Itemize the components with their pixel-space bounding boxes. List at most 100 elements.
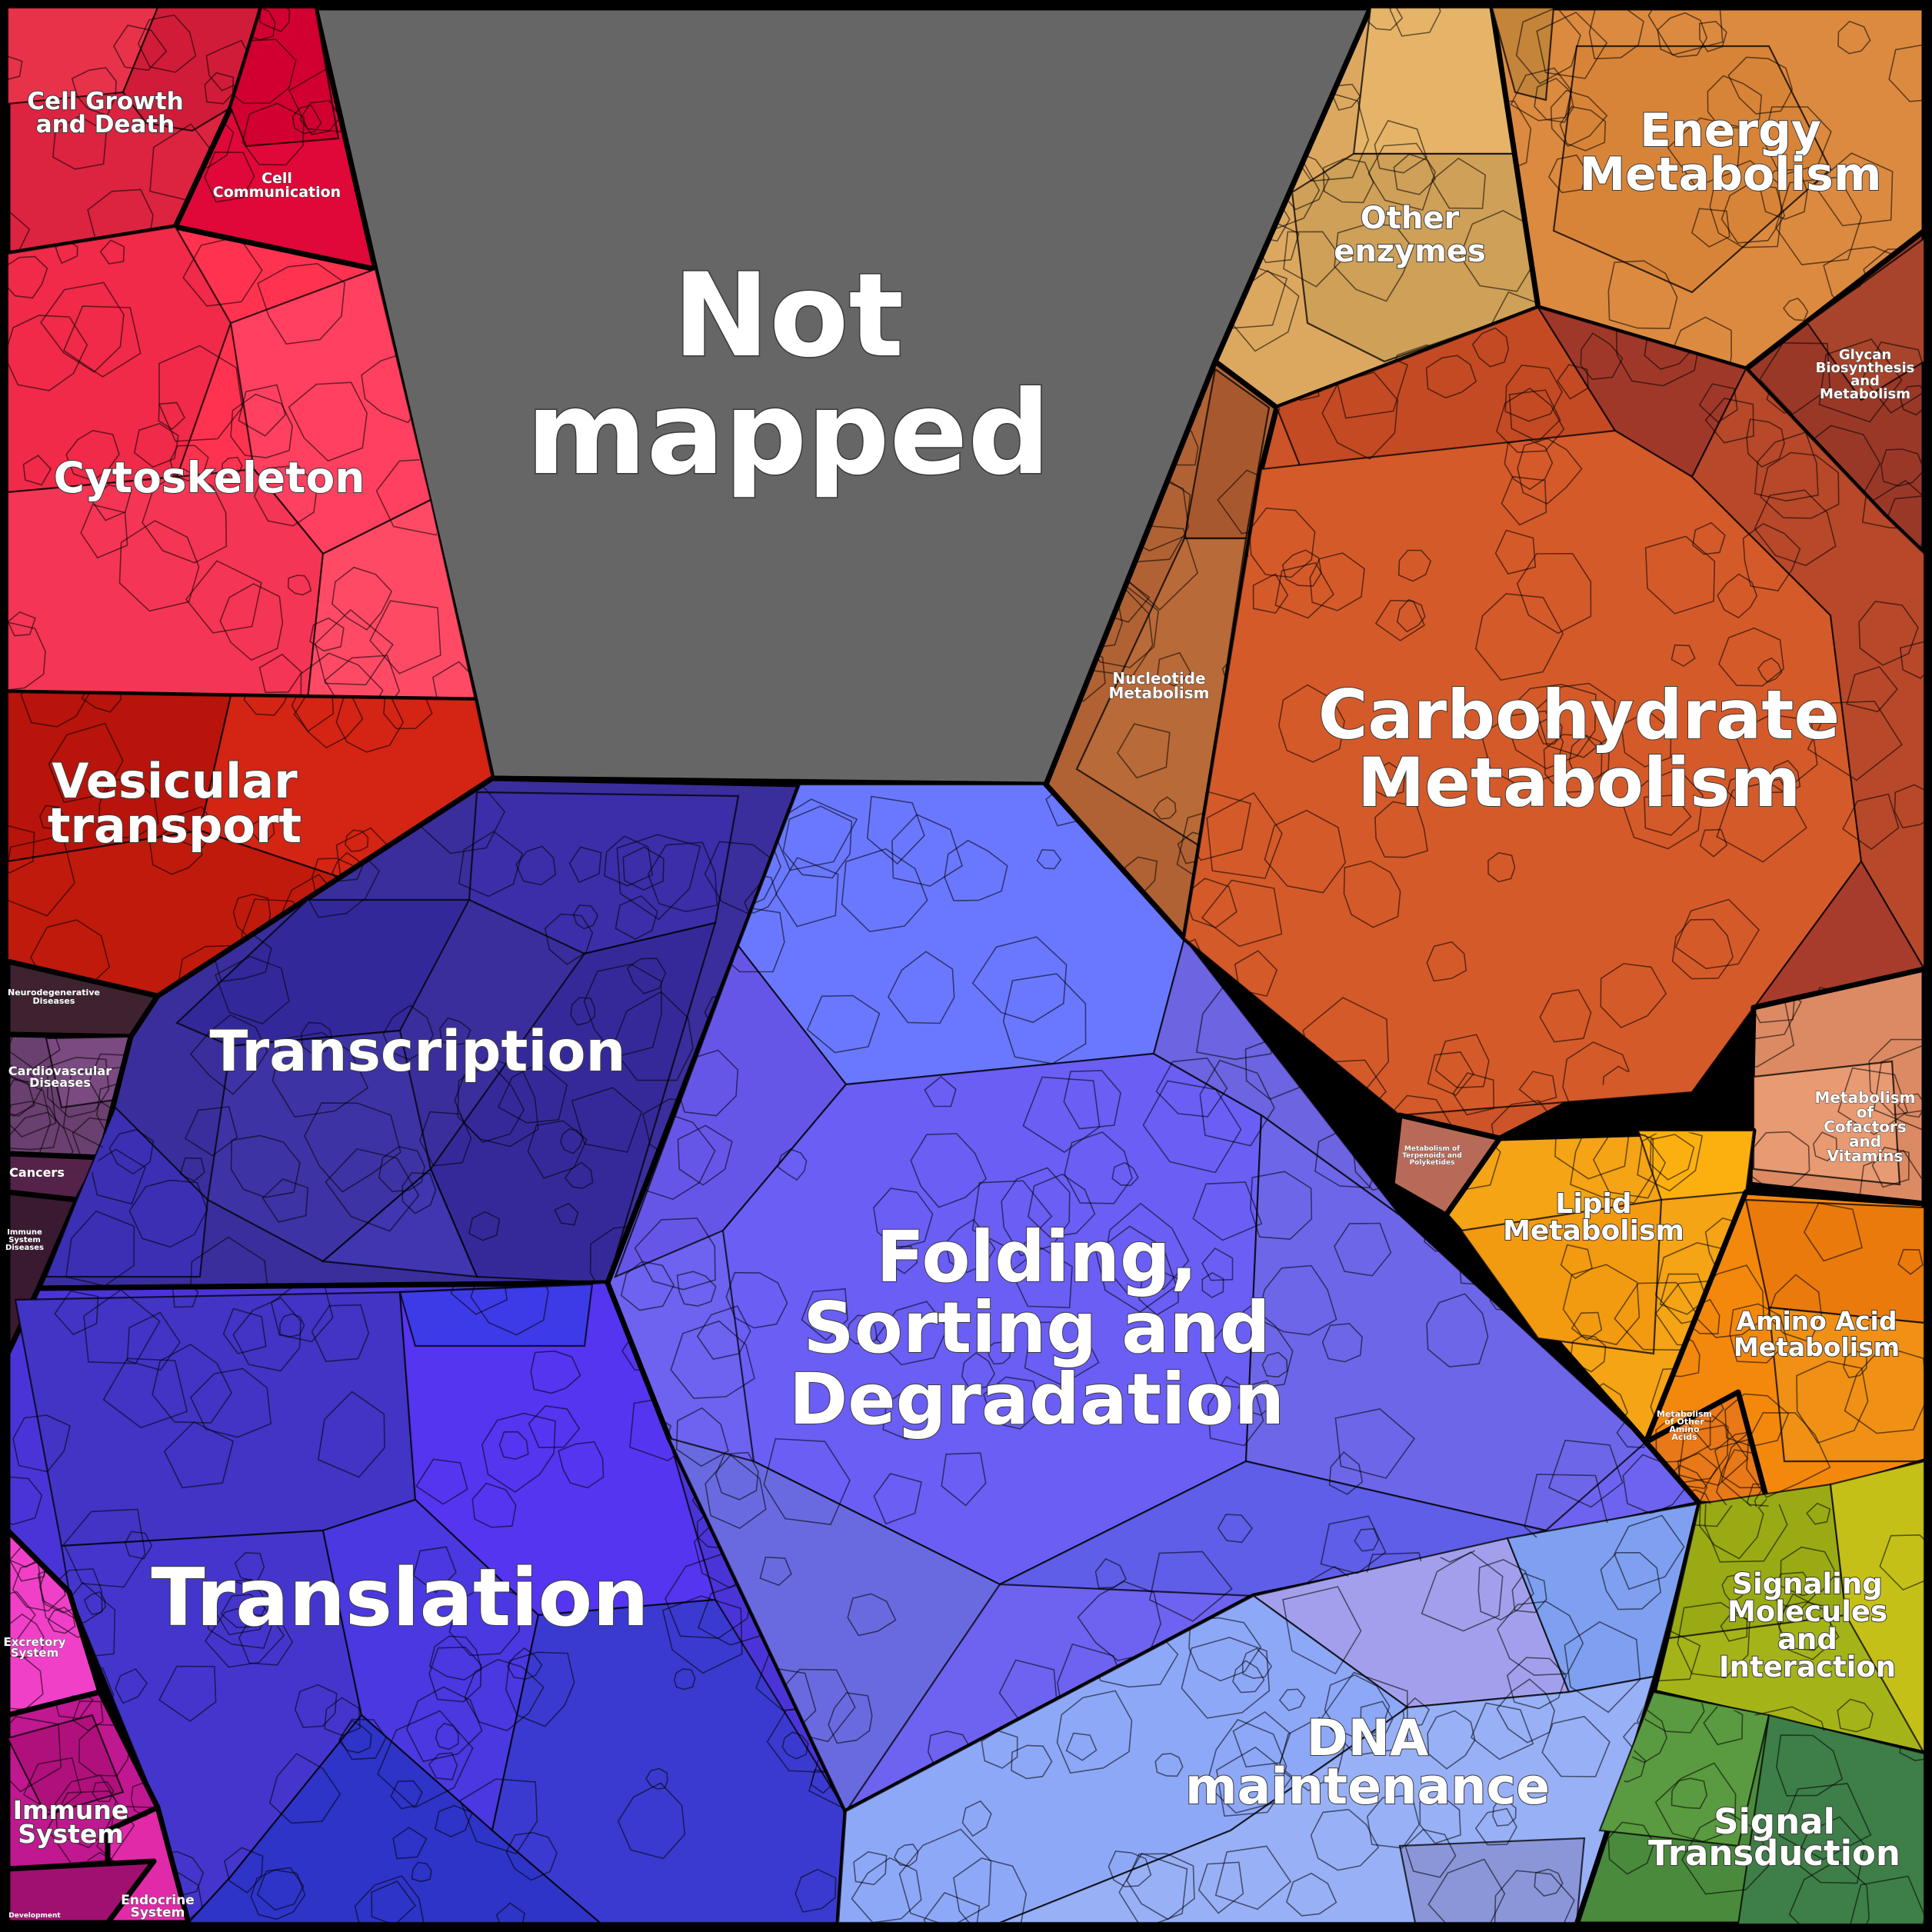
texture-cell bbox=[1894, 784, 1924, 829]
texture-cell bbox=[1873, 1043, 1924, 1131]
texture-cell bbox=[1704, 1217, 1754, 1274]
texture-cell bbox=[1277, 684, 1345, 763]
texture-cell bbox=[8, 1654, 44, 1710]
texture-cell bbox=[794, 1868, 837, 1913]
texture-cell bbox=[1517, 438, 1583, 505]
texture-cell bbox=[230, 393, 293, 458]
region-translation[interactable] bbox=[5, 1280, 849, 1926]
texture-cell bbox=[887, 951, 955, 1024]
texture-cell bbox=[257, 262, 346, 345]
texture-cell bbox=[1434, 1034, 1490, 1089]
texture-cell bbox=[204, 72, 235, 105]
texture-cell bbox=[583, 963, 662, 1058]
region-carbohydrate[interactable] bbox=[1181, 305, 1927, 1141]
texture-cell bbox=[1474, 1807, 1517, 1846]
texture-cell bbox=[777, 1148, 808, 1181]
texture-cell bbox=[851, 1857, 922, 1923]
texture-cell bbox=[450, 1283, 508, 1315]
texture-cell bbox=[1600, 963, 1667, 1029]
texture-cell bbox=[412, 1546, 457, 1594]
texture-cell bbox=[1111, 1161, 1139, 1187]
texture-cell bbox=[1600, 1552, 1662, 1611]
texture-cell bbox=[1487, 851, 1516, 883]
texture-cell bbox=[1506, 1657, 1567, 1710]
region-cytoskeleton[interactable] bbox=[5, 224, 478, 703]
texture-cell bbox=[8, 1101, 60, 1151]
texture-cell bbox=[1699, 828, 1728, 858]
texture-cell bbox=[1844, 1345, 1924, 1434]
texture-cell bbox=[527, 1120, 588, 1179]
texture-cell bbox=[1282, 1586, 1362, 1675]
texture-cell bbox=[176, 806, 218, 850]
region-nucleotide[interactable] bbox=[1043, 358, 1280, 941]
texture-cell bbox=[1757, 657, 1783, 684]
texture-cell bbox=[87, 1851, 115, 1869]
texture-cell bbox=[1899, 385, 1924, 416]
texture-cell bbox=[769, 798, 858, 871]
texture-cell bbox=[1321, 1323, 1363, 1363]
region-vesicular-transport[interactable] bbox=[5, 689, 495, 999]
texture-cell bbox=[1727, 775, 1750, 801]
texture-cell bbox=[325, 1148, 420, 1232]
texture-cell bbox=[1427, 1858, 1506, 1923]
texture-cell bbox=[1184, 878, 1237, 928]
texture-cell bbox=[1692, 521, 1726, 555]
texture-cell bbox=[238, 1613, 294, 1666]
label-lipid: Lipid Metabolism bbox=[1503, 1188, 1684, 1247]
texture-cell bbox=[1843, 1349, 1867, 1379]
texture-cell bbox=[324, 1697, 361, 1737]
texture-cell bbox=[464, 1658, 545, 1732]
texture-cell bbox=[112, 24, 168, 72]
texture-cell bbox=[1837, 20, 1871, 55]
texture-cell bbox=[1647, 8, 1724, 56]
texture-cell bbox=[924, 1075, 957, 1108]
texture-cell bbox=[1364, 8, 1404, 31]
texture-cell bbox=[1775, 176, 1863, 265]
texture-cell bbox=[1614, 1514, 1685, 1591]
texture-cell bbox=[568, 846, 602, 884]
texture-cell bbox=[1328, 1451, 1364, 1495]
texture-cell bbox=[1607, 260, 1678, 329]
texture-cell bbox=[470, 1283, 549, 1336]
texture-cell bbox=[158, 1665, 217, 1722]
texture-cell bbox=[1495, 387, 1565, 453]
texture-cell bbox=[1550, 89, 1608, 148]
texture-cell bbox=[48, 722, 124, 804]
texture-cell bbox=[253, 465, 318, 527]
texture-cell bbox=[615, 894, 658, 940]
texture-cell bbox=[205, 39, 255, 92]
texture-cell bbox=[1650, 1134, 1695, 1181]
texture-cell bbox=[961, 1800, 992, 1837]
texture-cell bbox=[390, 1780, 423, 1810]
texture-cell bbox=[251, 818, 275, 841]
texture-cell bbox=[1011, 1744, 1053, 1780]
texture-cell bbox=[828, 1692, 873, 1744]
region-signal-transduction[interactable] bbox=[1574, 1689, 1927, 1927]
label-folding: Folding, Sorting and Degradation bbox=[789, 1216, 1284, 1441]
texture-group bbox=[8, 1531, 100, 1715]
texture-cell bbox=[1880, 494, 1924, 554]
texture-cell bbox=[54, 1290, 99, 1335]
texture-cell bbox=[889, 1245, 918, 1274]
texture-cell bbox=[1156, 651, 1192, 687]
texture-cell bbox=[271, 1031, 369, 1118]
region-cofactors[interactable] bbox=[1747, 966, 1927, 1207]
texture-cell bbox=[279, 1313, 305, 1337]
texture-cell bbox=[415, 1458, 468, 1505]
texture-cell bbox=[1334, 223, 1414, 302]
texture-cell bbox=[1570, 1131, 1654, 1204]
texture-cell bbox=[1858, 1149, 1924, 1204]
texture-cell bbox=[12, 1414, 71, 1473]
texture-cell bbox=[1718, 627, 1784, 687]
texture-cell bbox=[1778, 1783, 1872, 1860]
texture-cell bbox=[71, 67, 117, 116]
texture-cell bbox=[1374, 599, 1426, 641]
texture-cell bbox=[1232, 1660, 1265, 1694]
texture-cell bbox=[1494, 529, 1537, 575]
texture-cell bbox=[1065, 1732, 1098, 1761]
texture-cell bbox=[1670, 316, 1732, 369]
texture-cell bbox=[1094, 1557, 1128, 1589]
texture-cell bbox=[405, 1686, 483, 1763]
texture-cell bbox=[1746, 418, 1785, 468]
texture-cell bbox=[570, 997, 595, 1026]
